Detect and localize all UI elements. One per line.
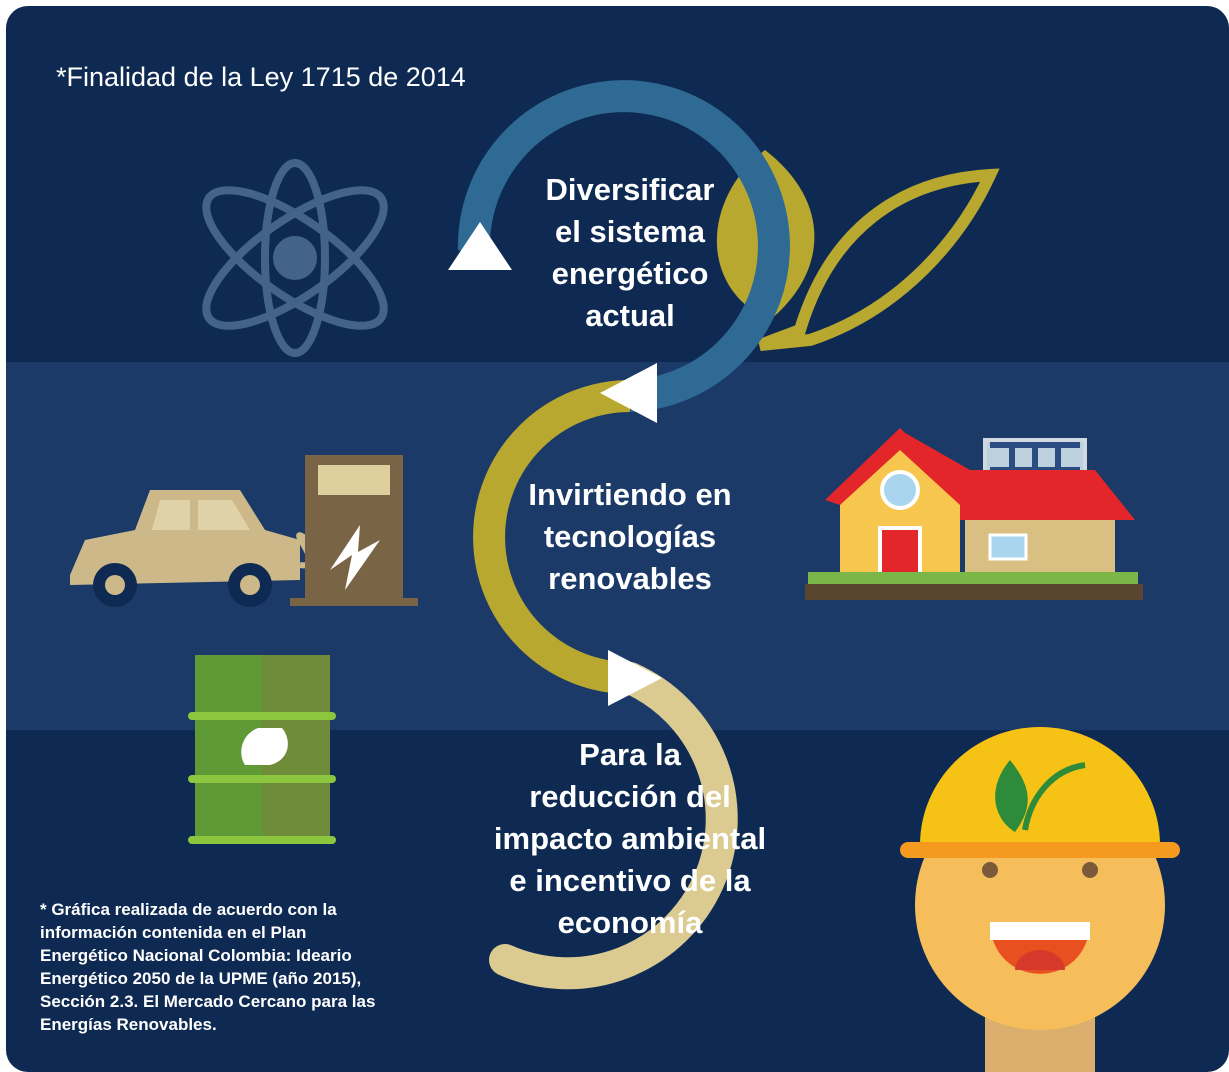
barrel-icon bbox=[188, 655, 336, 844]
footnote: Energías Renovables. bbox=[40, 1015, 217, 1034]
arrowhead bbox=[448, 222, 512, 270]
step-label: energético bbox=[552, 256, 709, 291]
arc-blue bbox=[457, 80, 790, 412]
arc-gold bbox=[473, 380, 631, 694]
worker-icon bbox=[900, 727, 1180, 1072]
step-label: renovables bbox=[548, 561, 712, 596]
footnote: * Gráfica realizada de acuerdo con la bbox=[40, 900, 337, 919]
footnote: Energético Nacional Colombia: Ideario bbox=[40, 946, 352, 965]
title: *Finalidad de la Ley 1715 de 2014 bbox=[56, 62, 466, 92]
footnote: Energético 2050 de la UPME (año 2015), bbox=[40, 969, 361, 988]
step-label: Invirtiendo en bbox=[528, 477, 731, 512]
electric-car-icon bbox=[70, 455, 418, 607]
step-label: impacto ambiental bbox=[494, 821, 766, 856]
step-label: e incentivo de la bbox=[509, 863, 751, 898]
step-label: el sistema bbox=[555, 214, 706, 249]
arrowhead bbox=[608, 650, 662, 706]
footnote: información contenida en el Plan bbox=[40, 923, 306, 942]
arc-beige bbox=[489, 662, 738, 990]
step-label: Diversificar bbox=[546, 172, 715, 207]
atom-icon bbox=[202, 159, 388, 357]
step-label: actual bbox=[585, 298, 675, 333]
footnote: Sección 2.3. El Mercado Cercano para las bbox=[40, 992, 375, 1011]
step-label: economía bbox=[558, 905, 703, 940]
step-label: reducción del bbox=[529, 779, 731, 814]
step-label: tecnologías bbox=[544, 519, 716, 554]
house-icon bbox=[805, 428, 1143, 600]
arrowhead bbox=[600, 363, 657, 423]
step-label: Para la bbox=[579, 737, 681, 772]
